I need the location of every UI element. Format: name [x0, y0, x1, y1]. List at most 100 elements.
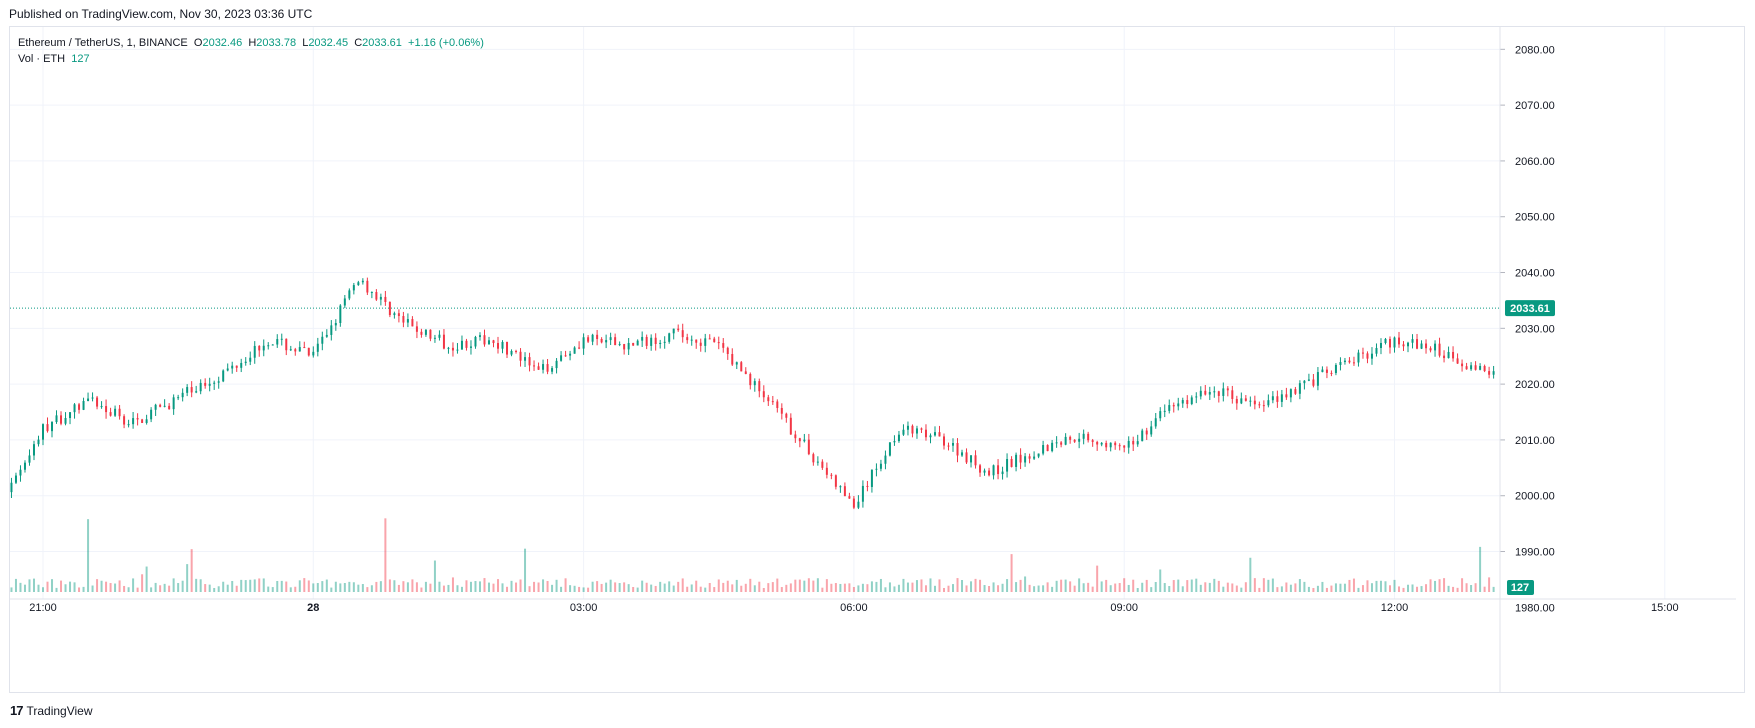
y-tick-label: 2060.00	[1515, 156, 1555, 168]
candle-body	[1483, 366, 1486, 372]
volume-bar	[929, 578, 932, 592]
volume-bar	[893, 586, 896, 592]
volume-bar	[415, 582, 418, 592]
candle-body	[1267, 400, 1270, 406]
candle-body	[195, 391, 198, 393]
candle-body	[1339, 362, 1342, 365]
candle-body	[330, 325, 333, 335]
volume-bar	[1186, 580, 1189, 592]
candle-body	[1357, 352, 1360, 363]
candle-body	[605, 340, 608, 343]
volume-bar	[100, 580, 103, 592]
candle-body	[938, 432, 941, 437]
candle-body	[924, 429, 927, 438]
volume-bar	[163, 583, 166, 592]
candle-body	[217, 381, 220, 383]
volume-label[interactable]: Vol · ETH	[18, 53, 66, 65]
candle-body	[1028, 456, 1031, 459]
candle-body	[1253, 400, 1256, 405]
candle-body	[1488, 371, 1491, 375]
volume-bar	[1379, 580, 1382, 592]
candle-body	[1402, 344, 1405, 347]
candle-body	[190, 387, 193, 393]
candle-body	[609, 337, 612, 341]
volume-bar	[253, 579, 256, 592]
y-tick-label: 2050.00	[1515, 212, 1555, 224]
candle-body	[587, 337, 590, 342]
volume-bar	[708, 582, 711, 592]
candle-body	[906, 425, 909, 430]
volume-bar	[1172, 580, 1175, 592]
candle-body	[1024, 456, 1027, 463]
symbol-label[interactable]: Ethereum / TetherUS, 1, BINANCE	[18, 37, 188, 49]
candle-body	[510, 350, 513, 355]
candle-body	[424, 329, 427, 335]
volume-bar	[465, 580, 468, 592]
x-tick-label: 06:00	[840, 602, 868, 614]
last-price-tag[interactable]	[1505, 300, 1555, 317]
volume-bar	[1366, 580, 1369, 592]
candle-body	[1289, 389, 1292, 398]
volume-bar	[1208, 582, 1211, 592]
candle-body	[1141, 430, 1144, 442]
volume-bar	[947, 585, 950, 592]
volume-bar	[213, 587, 216, 592]
candle-body	[271, 344, 274, 346]
y-tick-label: 2040.00	[1515, 268, 1555, 280]
candle-body	[915, 428, 918, 434]
volume-bar	[1024, 576, 1027, 592]
volume-bar	[997, 585, 1000, 592]
volume-bar	[307, 580, 310, 592]
volume-bar	[852, 586, 855, 592]
volume-bar	[222, 581, 225, 592]
volume-bar	[1488, 577, 1491, 592]
candle-body	[69, 412, 72, 419]
volume-bar	[132, 578, 135, 592]
candle-body	[983, 470, 986, 473]
volume-bar	[1244, 582, 1247, 592]
candle-body	[46, 424, 49, 432]
volume-bar	[145, 566, 148, 592]
volume-bar	[699, 586, 702, 592]
candle-body	[695, 339, 698, 343]
volume-bar	[762, 587, 765, 592]
candle-body	[524, 357, 527, 361]
volume-bar	[1330, 585, 1333, 592]
volume-bar	[515, 582, 518, 592]
candle-body	[920, 428, 923, 430]
volume-bar	[1416, 586, 1419, 592]
volume-bar	[794, 579, 797, 592]
volume-bar	[812, 580, 815, 592]
volume-bar	[1361, 585, 1364, 592]
volume-bar	[834, 583, 837, 592]
x-tick-label: 15:00	[1651, 602, 1679, 614]
volume-bar	[1393, 579, 1396, 592]
volume-bar	[51, 579, 54, 592]
candle-body	[262, 345, 265, 351]
candle-body	[803, 439, 806, 442]
volume-bar	[632, 587, 635, 592]
candle-body	[1087, 433, 1090, 441]
volume-bar	[528, 586, 531, 592]
candle-body	[447, 347, 450, 349]
candle-body	[546, 364, 549, 372]
candle-body	[298, 347, 301, 352]
volume-bar	[1163, 583, 1166, 592]
candle-body	[1006, 459, 1009, 472]
open-label: O	[193, 37, 203, 49]
volume-bar	[920, 579, 923, 592]
candle-body	[911, 425, 914, 434]
volume-bar	[1348, 579, 1351, 592]
volume-bar	[118, 580, 121, 592]
volume-tag[interactable]	[1507, 580, 1534, 595]
footer-brand[interactable]: 17 TradingView	[10, 703, 93, 718]
volume-bar	[668, 581, 671, 592]
volume-bar	[1289, 584, 1292, 592]
candle-body	[1271, 396, 1274, 401]
chart-frame[interactable]	[9, 26, 1745, 693]
volume-bar	[582, 587, 585, 592]
candle-body	[168, 405, 171, 410]
volume-bar	[231, 580, 234, 592]
candle-body	[699, 342, 702, 346]
